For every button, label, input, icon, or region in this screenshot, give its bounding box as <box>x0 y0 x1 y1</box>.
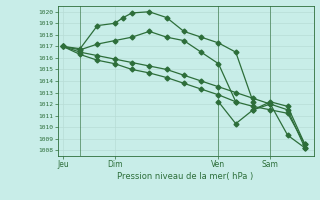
X-axis label: Pression niveau de la mer( hPa ): Pression niveau de la mer( hPa ) <box>117 172 254 181</box>
